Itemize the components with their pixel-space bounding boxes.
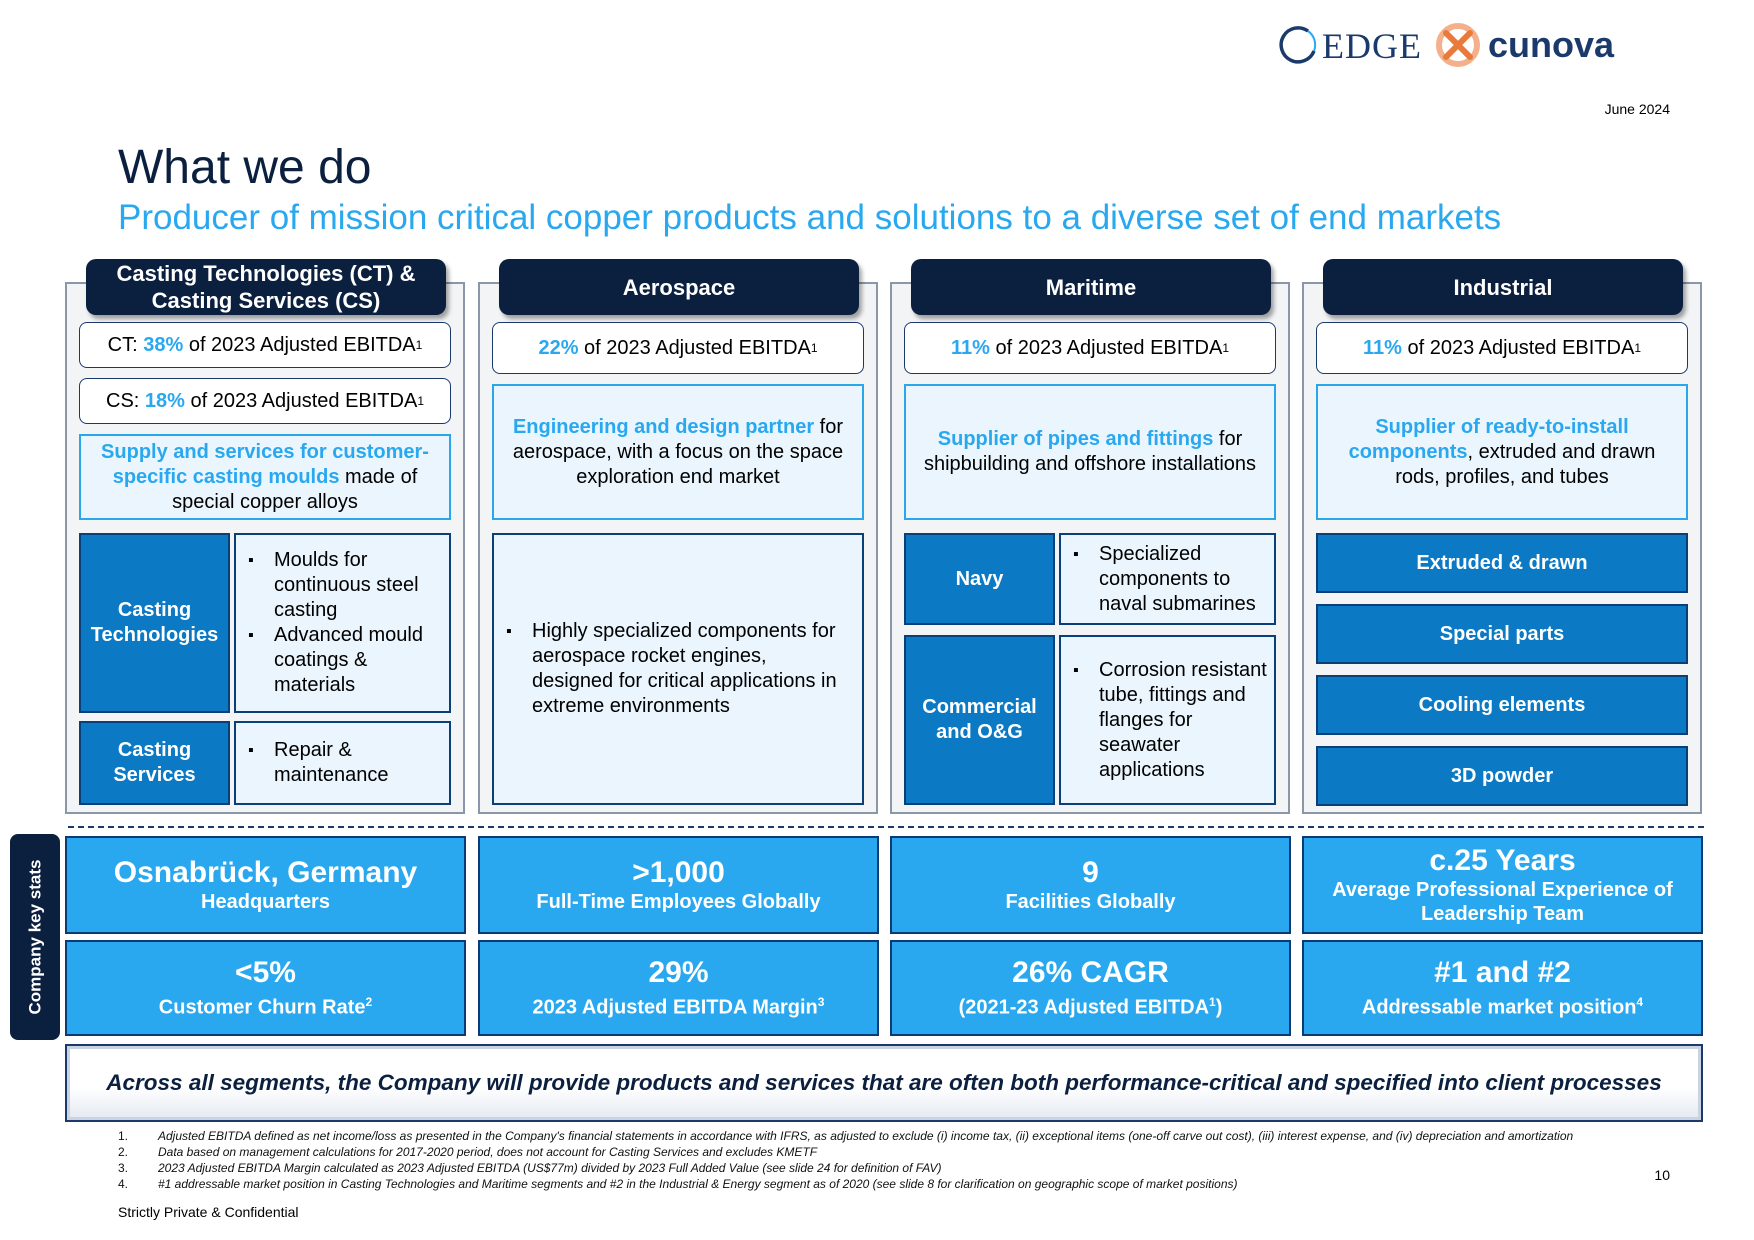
aerospace-bullets: Highly specialized components for aerosp… xyxy=(492,533,864,805)
industrial-item-extruded: Extruded & drawn xyxy=(1316,533,1688,593)
stat-employees: >1,000 Full-Time Employees Globally xyxy=(478,836,879,934)
stat-churn-rate: <5% Customer Churn Rate2 xyxy=(65,940,466,1036)
industrial-item-special-parts: Special parts xyxy=(1316,604,1688,664)
stat-ebitda-margin: 29% 2023 Adjusted EBITDA Margin3 xyxy=(478,940,879,1036)
industrial-description: Supplier of ready-to-install components,… xyxy=(1316,384,1688,520)
cs-ebitda-pill: CS: 18% of 2023 Adjusted EBITDA 1 xyxy=(79,378,451,424)
maritime-description: Supplier of pipes and fittings for shipb… xyxy=(904,384,1276,520)
aerospace-description: Engineering and design partner for aeros… xyxy=(492,384,864,520)
section-divider xyxy=(68,826,1704,828)
commercial-og-bullets: Corrosion resistant tube, fittings and f… xyxy=(1059,635,1276,805)
stat-cagr: 26% CAGR (2021-23 Adjusted EBITDA1) xyxy=(890,940,1291,1036)
footnote-2: 2. Data based on management calculations … xyxy=(118,1145,818,1159)
bullet-item: Repair & maintenance xyxy=(236,738,449,788)
edge-logo-mark-icon xyxy=(1279,26,1317,64)
aerospace-header: Aerospace xyxy=(499,259,859,315)
edge-logo-text: EDGE xyxy=(1322,26,1422,66)
edge-logo: EDGE xyxy=(1278,24,1422,68)
bullet-item: Specialized components to naval submarin… xyxy=(1061,542,1274,617)
bullet-item: Moulds for continuous steel casting xyxy=(236,548,449,623)
industrial-header: Industrial xyxy=(1323,259,1683,315)
stat-market-position: #1 and #2 Addressable market position4 xyxy=(1302,940,1703,1036)
footnote-3: 3. 2023 Adjusted EBITDA Margin calculated… xyxy=(118,1161,942,1175)
industrial-item-3d-powder: 3D powder xyxy=(1316,746,1688,806)
ct-cs-description: Supply and services for customer-specifi… xyxy=(79,434,451,520)
industrial-item-cooling: Cooling elements xyxy=(1316,675,1688,735)
ct-ebitda-pill: CT: 38% of 2023 Adjusted EBITDA 1 xyxy=(79,322,451,368)
stat-headquarters: Osnabrück, Germany Headquarters xyxy=(65,836,466,934)
footnote-4: 4. #1 addressable market position in Cast… xyxy=(118,1177,1238,1191)
navy-bullets: Specialized components to naval submarin… xyxy=(1059,533,1276,625)
key-stats-side-label: Company key stats xyxy=(10,834,60,1040)
page-title: What we do xyxy=(118,141,372,194)
confidential-label: Strictly Private & Confidential xyxy=(118,1204,299,1220)
ct-cs-header: Casting Technologies (CT) & Casting Serv… xyxy=(86,259,446,315)
cunova-logo: cunova xyxy=(1436,22,1614,68)
footnote-1: 1. Adjusted EBITDA defined as net income/… xyxy=(118,1129,1574,1143)
maritime-header: Maritime xyxy=(911,259,1271,315)
summary-banner: Across all segments, the Company will pr… xyxy=(65,1044,1703,1122)
date-label: June 2024 xyxy=(1604,101,1670,117)
stat-leadership-experience: c.25 Years Average Professional Experien… xyxy=(1302,836,1703,934)
page-subtitle: Producer of mission critical copper prod… xyxy=(118,198,1502,237)
casting-technologies-label: Casting Technologies xyxy=(79,533,230,713)
industrial-ebitda-pill: 11% of 2023 Adjusted EBITDA 1 xyxy=(1316,322,1688,374)
casting-services-label: Casting Services xyxy=(79,721,230,805)
bullet-item: Corrosion resistant tube, fittings and f… xyxy=(1061,658,1274,783)
stat-facilities: 9 Facilities Globally xyxy=(890,836,1291,934)
page-number: 10 xyxy=(1654,1167,1670,1183)
commercial-og-label: Commercial and O&G xyxy=(904,635,1055,805)
cunova-logo-mark-icon xyxy=(1436,23,1480,67)
bullet-item: Advanced mould coatings & materials xyxy=(236,623,449,698)
casting-services-bullets: Repair & maintenance xyxy=(234,721,451,805)
cunova-logo-text: cunova xyxy=(1488,24,1615,65)
navy-label: Navy xyxy=(904,533,1055,625)
casting-technologies-bullets: Moulds for continuous steel casting Adva… xyxy=(234,533,451,713)
bullet-item: Highly specialized components for aerosp… xyxy=(494,619,850,719)
aerospace-ebitda-pill: 22% of 2023 Adjusted EBITDA 1 xyxy=(492,322,864,374)
maritime-ebitda-pill: 11% of 2023 Adjusted EBITDA 1 xyxy=(904,322,1276,374)
